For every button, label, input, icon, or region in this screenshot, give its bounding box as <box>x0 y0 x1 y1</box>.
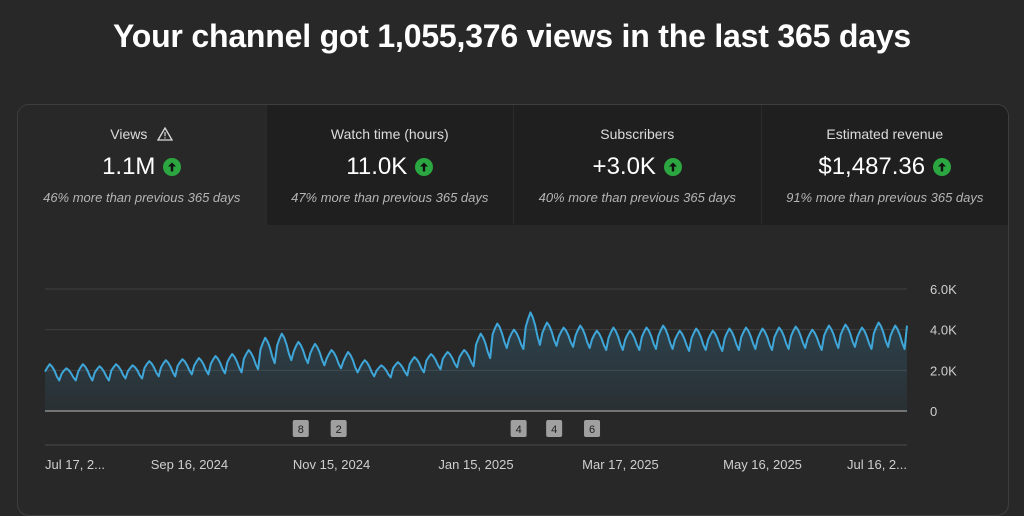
x-tick-label: Nov 15, 2024 <box>293 457 370 472</box>
metric-tabs: Views 1.1M 46% more than previous 365 da… <box>18 105 1008 225</box>
y-tick-label: 4.0K <box>930 323 957 338</box>
arrow-up-icon <box>663 158 682 176</box>
y-tick-label: 0 <box>930 404 937 419</box>
tab-revenue-value-row: $1,487.36 <box>762 152 1009 182</box>
tab-subscribers-note: 40% more than previous 365 days <box>538 190 736 205</box>
warning-icon[interactable] <box>157 126 174 144</box>
y-tick-label: 6.0K <box>930 282 957 297</box>
x-tick-label: Jan 15, 2025 <box>438 457 513 472</box>
arrow-up-icon <box>933 158 952 176</box>
x-tick-label: Sep 16, 2024 <box>151 457 228 472</box>
tab-revenue-note: 91% more than previous 365 days <box>786 190 984 205</box>
tab-revenue-label: Estimated revenue <box>826 126 944 142</box>
tab-views-value-row: 1.1M <box>18 152 266 182</box>
event-marker[interactable] <box>546 420 563 437</box>
page-title: Your channel got 1,055,376 views in the … <box>112 18 912 54</box>
event-marker-label: 4 <box>551 424 557 436</box>
tab-views[interactable]: Views 1.1M 46% more than previous 365 da… <box>18 105 266 225</box>
tab-subscribers-value-row: +3.0K <box>514 152 761 182</box>
analytics-card: Views 1.1M 46% more than previous 365 da… <box>17 104 1009 516</box>
tab-watch-time-value: 11.0K <box>346 153 408 180</box>
event-marker-label: 4 <box>516 424 522 436</box>
event-marker-label: 8 <box>298 424 304 436</box>
event-marker[interactable] <box>510 420 527 437</box>
event-marker[interactable] <box>584 420 601 437</box>
event-marker[interactable] <box>330 420 347 437</box>
tab-views-note: 46% more than previous 365 days <box>43 190 241 205</box>
x-tick-label: Jul 16, 2... <box>847 457 907 472</box>
tab-watch-time[interactable]: Watch time (hours) 11.0K 47% more than p… <box>265 105 514 225</box>
tab-subscribers-label: Subscribers <box>600 126 675 142</box>
event-marker-label: 6 <box>589 424 595 436</box>
tab-revenue-value: $1,487.36 <box>818 153 926 180</box>
tab-views-label-row: Views <box>18 126 266 144</box>
event-marker[interactable] <box>292 420 309 437</box>
arrow-up-icon <box>415 158 434 176</box>
tab-estimated-revenue[interactable]: Estimated revenue $1,487.36 91% more tha… <box>760 105 1009 225</box>
tab-watch-time-note: 47% more than previous 365 days <box>291 190 489 205</box>
tab-subscribers[interactable]: Subscribers +3.0K 40% more than previous… <box>513 105 761 225</box>
tab-subscribers-value: +3.0K <box>592 153 656 180</box>
tab-views-label: Views <box>110 126 148 142</box>
x-tick-label: May 16, 2025 <box>723 457 802 472</box>
tab-views-value: 1.1M <box>102 153 156 180</box>
arrow-up-icon <box>163 158 182 176</box>
views-chart[interactable]: 6.0K 4.0K 2.0K 0 8 2 4 4 6 Jul 17, 2... Sep 16, 20… <box>18 105 1008 500</box>
x-tick-label: Jul 17, 2... <box>45 457 105 472</box>
views-area <box>45 312 907 411</box>
y-tick-label: 2.0K <box>930 363 957 378</box>
event-marker-label: 2 <box>336 424 342 436</box>
tab-watch-time-label: Watch time (hours) <box>330 126 449 142</box>
tab-watch-time-value-row: 11.0K <box>267 152 514 182</box>
x-tick-label: Mar 17, 2025 <box>582 457 659 472</box>
views-line <box>44 311 908 382</box>
